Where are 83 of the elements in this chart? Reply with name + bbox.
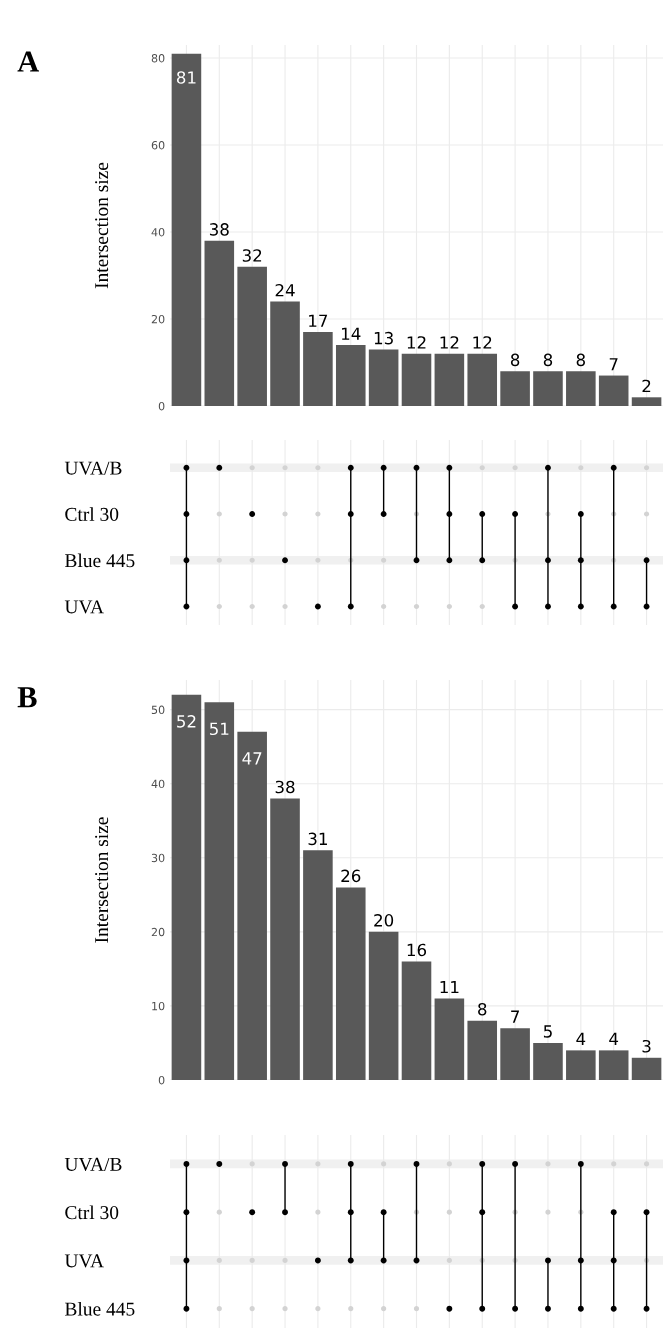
bar (303, 332, 333, 406)
y-tick-label: 20 (151, 927, 165, 937)
data-label: 51 (209, 722, 229, 736)
y-axis-title: Intersection size (95, 817, 109, 943)
bar (368, 349, 399, 406)
data-label: 5 (543, 1025, 552, 1038)
category-label: Blue 445 (65, 553, 135, 568)
data-label: 4 (576, 1032, 586, 1045)
bar (401, 961, 432, 1080)
data-label: 12 (473, 336, 492, 349)
data-label: 8 (576, 353, 585, 367)
data-label: 12 (407, 336, 426, 349)
data-label: 14 (341, 327, 361, 340)
y-tick-label: 80 (151, 54, 165, 63)
bar (598, 1050, 629, 1080)
data-label: 4 (609, 1032, 619, 1045)
data-label: 7 (511, 1010, 519, 1023)
bar (467, 1020, 498, 1080)
y-tick-label: 60 (151, 141, 165, 150)
bar (335, 887, 366, 1080)
bar (631, 397, 662, 406)
chart-title: B (17, 687, 37, 708)
y-tick-label: 10 (152, 1001, 165, 1011)
data-label: 81 (176, 71, 196, 84)
data-label: 24 (275, 283, 295, 297)
category-label: UVA/B (64, 461, 122, 475)
category-label: UVA/B (64, 1157, 122, 1171)
bar (237, 731, 267, 1080)
bar (533, 371, 563, 406)
data-label: 8 (543, 353, 553, 367)
bar (434, 353, 465, 406)
bar (237, 266, 267, 406)
y-tick-label: 0 (158, 401, 165, 411)
bar (598, 375, 629, 406)
data-label: 7 (609, 358, 618, 371)
category-label: Ctrl 30 (65, 507, 119, 521)
bar (171, 694, 202, 1080)
data-label: 26 (341, 869, 361, 883)
bar (566, 371, 596, 406)
bar (401, 353, 432, 406)
y-tick-label: 40 (151, 228, 165, 237)
category-label: Ctrl 30 (65, 1205, 119, 1220)
data-label: 8 (510, 353, 520, 367)
category-label: UVA (64, 1254, 104, 1268)
data-label: 20 (374, 914, 394, 927)
bar (631, 1057, 662, 1080)
data-label: 13 (374, 331, 393, 345)
bar (270, 301, 300, 406)
bar (171, 53, 202, 406)
bar (270, 798, 300, 1080)
data-label: 8 (478, 1002, 487, 1016)
data-label: 52 (177, 715, 196, 728)
y-tick-label: 30 (151, 853, 165, 863)
bar (467, 353, 498, 406)
bar (434, 998, 465, 1080)
data-label: 38 (209, 223, 229, 236)
data-label: 16 (407, 943, 427, 957)
data-label: 38 (275, 780, 295, 794)
chart-title: A (17, 51, 40, 72)
bar (335, 345, 366, 406)
data-label: 17 (309, 314, 328, 327)
y-tick-label: 40 (151, 779, 165, 789)
bar (500, 371, 530, 406)
bar (204, 702, 235, 1080)
bar (303, 850, 333, 1080)
data-label: 3 (642, 1039, 651, 1053)
y-tick-label: 20 (151, 314, 165, 324)
bar (368, 931, 399, 1080)
category-label: UVA (64, 600, 104, 614)
data-label: 47 (242, 752, 262, 765)
y-tick-label: 50 (151, 705, 165, 715)
data-label: 32 (242, 249, 262, 262)
y-axis-title: Intersection size (95, 162, 109, 289)
bar (204, 240, 235, 406)
y-tick-label: 0 (158, 1075, 165, 1085)
data-label: 12 (440, 336, 459, 349)
bar (500, 1028, 530, 1080)
data-label: 11 (440, 980, 459, 994)
bar (533, 1042, 563, 1080)
data-label: 2 (642, 379, 651, 393)
bar (566, 1050, 596, 1080)
category-label: Blue 445 (65, 1301, 135, 1316)
data-label: 31 (308, 832, 327, 846)
